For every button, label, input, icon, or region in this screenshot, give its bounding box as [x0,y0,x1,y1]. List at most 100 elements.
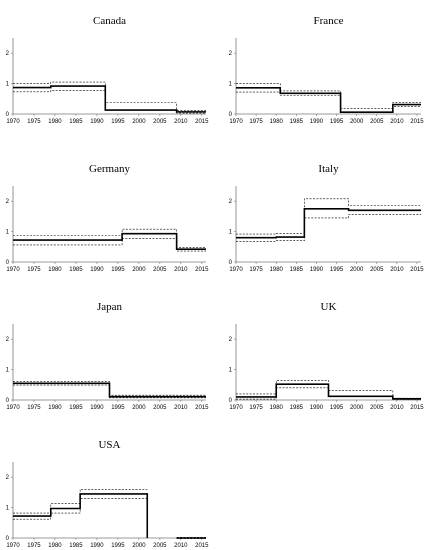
x-tick-label: 1975 [249,119,263,125]
x-tick-label: 1970 [6,119,20,125]
x-tick-label: 2000 [132,267,146,273]
x-tick-label: 2005 [153,119,167,125]
y-tick-label: 0 [6,112,10,118]
panel-germany: Germany 0 1 2 1970 1975 1980 1985 1990 1995 2000 20… [6,163,209,273]
x-tick-label: 1990 [90,119,104,125]
x-tick-label: 1995 [330,267,344,273]
x-tick-label: 1990 [310,267,324,273]
panel-uk: UK 0 1 2 1970 1975 1980 1985 1990 1995 2000 2005 201… [229,301,425,411]
panel-canada: Canada 0 1 2 1970 1975 1980 1985 1990 1995 2000 200… [6,15,209,125]
x-tick-label: 2005 [370,267,384,273]
x-tick-label: 1985 [69,405,83,411]
series-lower-line [13,237,206,252]
y-tick-label: 2 [6,475,10,481]
series-estimate-line [13,232,206,251]
x-tick-label: 2015 [410,267,424,273]
series-estimate-line [13,493,206,539]
x-tick-label: 1980 [48,543,62,549]
x-tick-label: 1980 [270,267,284,273]
x-tick-label: 2015 [410,405,424,411]
x-tick-label: 1995 [111,119,125,125]
y-tick-label: 2 [229,51,233,57]
y-tick-label: 1 [229,230,233,236]
x-tick-label: 1980 [270,405,284,411]
panel-title: Canada [93,15,126,27]
x-tick-label: 1970 [229,267,243,273]
x-tick-label: 2010 [390,119,404,125]
y-tick-label: 0 [229,398,233,404]
x-tick-label: 2000 [132,543,146,549]
x-tick-label: 1990 [310,119,324,125]
x-tick-label: 1985 [69,119,83,125]
y-tick-label: 2 [6,199,10,205]
x-tick-label: 1980 [48,267,62,273]
x-tick-label: 2010 [174,119,188,125]
x-tick-label: 2005 [153,543,167,549]
y-tick-label: 1 [6,230,10,236]
x-tick-label: 1970 [229,119,243,125]
x-tick-label: 2000 [350,119,364,125]
x-tick-label: 2000 [350,405,364,411]
y-tick-label: 1 [229,82,233,88]
series-lower-line [236,387,421,400]
x-tick-label: 2005 [153,267,167,273]
series-estimate-line [13,382,206,398]
series-lower-line [13,89,206,114]
x-tick-label: 2000 [132,405,146,411]
y-tick-label: 1 [6,506,10,512]
x-tick-label: 2010 [174,405,188,411]
x-tick-label: 2010 [174,267,188,273]
series-estimate-line [236,208,421,239]
x-tick-label: 2015 [410,119,424,125]
x-tick-label: 1975 [27,119,41,125]
x-tick-label: 1990 [90,405,104,411]
y-tick-label: 2 [6,337,10,343]
x-tick-label: 2005 [153,405,167,411]
panel-title: USA [98,439,120,451]
x-tick-label: 2015 [195,267,209,273]
x-tick-label: 1970 [6,405,20,411]
panel-title: UK [321,301,337,313]
x-tick-label: 2005 [370,405,384,411]
x-tick-label: 1980 [48,119,62,125]
x-tick-label: 1980 [48,405,62,411]
panel-france: France 0 1 2 1970 1975 1980 1985 1990 1995 2000 200… [229,15,425,125]
x-tick-label: 2005 [370,119,384,125]
series-lower-line [13,498,206,539]
x-tick-label: 1975 [27,543,41,549]
x-tick-label: 1975 [27,267,41,273]
x-tick-label: 1970 [6,543,20,549]
x-tick-label: 2010 [390,405,404,411]
x-tick-label: 2000 [350,267,364,273]
x-tick-label: 1985 [69,267,83,273]
x-tick-label: 1985 [290,405,304,411]
panel-usa: USA 0 1 2 1970 1975 1980 1985 1990 1995 2000 2005 20… [6,439,209,549]
series-upper-line [13,81,206,111]
panel-japan: Japan 0 1 2 1970 1975 1980 1985 1990 1995 2000 2005… [6,301,209,411]
x-tick-label: 1975 [249,267,263,273]
x-tick-label: 2000 [132,119,146,125]
series-lower-line [13,384,206,399]
y-tick-label: 1 [229,368,233,374]
series-upper-line [236,198,421,235]
x-tick-label: 1995 [111,405,125,411]
x-tick-label: 1985 [290,267,304,273]
x-tick-label: 1970 [6,267,20,273]
x-tick-label: 2010 [174,543,188,549]
x-tick-label: 1985 [69,543,83,549]
panel-italy: Italy 0 1 2 1970 1975 1980 1985 1990 1995 2000 2005… [229,163,425,273]
y-tick-label: 2 [6,51,10,57]
y-tick-label: 2 [229,337,233,343]
y-tick-label: 0 [6,398,10,404]
x-tick-label: 1980 [270,119,284,125]
x-tick-label: 1995 [111,543,125,549]
y-tick-label: 1 [6,82,10,88]
series-estimate-line [13,85,206,113]
x-tick-label: 1985 [290,119,304,125]
y-tick-label: 1 [6,368,10,374]
x-tick-label: 1990 [90,267,104,273]
x-tick-label: 2015 [195,119,209,125]
y-tick-label: 0 [6,536,10,542]
y-tick-label: 0 [229,112,233,118]
